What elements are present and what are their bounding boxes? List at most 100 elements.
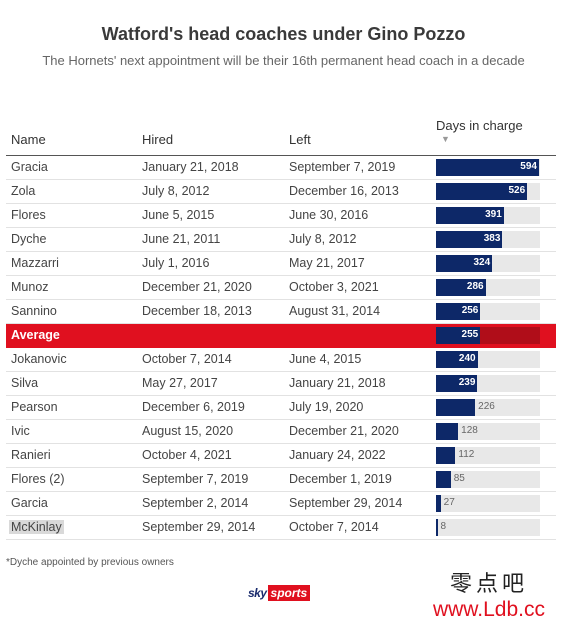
cell-left: December 16, 2013 bbox=[289, 184, 399, 198]
cell-left: December 21, 2020 bbox=[289, 424, 399, 438]
table-row: Ivic August 15, 2020 December 21, 2020 128 bbox=[6, 420, 556, 444]
cell-left: May 21, 2017 bbox=[289, 256, 365, 270]
cell-name: Munoz bbox=[11, 280, 49, 294]
bar-track: 383 bbox=[436, 231, 540, 248]
cell-left: July 8, 2012 bbox=[289, 232, 357, 246]
column-header-left: Left bbox=[289, 132, 311, 147]
bar-track: 112 bbox=[436, 447, 540, 464]
cell-hired: July 1, 2016 bbox=[142, 256, 210, 270]
cell-hired: June 21, 2011 bbox=[142, 232, 221, 246]
average-row: Average 255 bbox=[6, 324, 556, 348]
bar-track: 256 bbox=[436, 303, 540, 320]
cell-name: Sannino bbox=[11, 304, 57, 318]
cell-left: August 31, 2014 bbox=[289, 304, 381, 318]
bar-value-label: 239 bbox=[458, 377, 476, 388]
cell-name: Flores bbox=[11, 208, 46, 222]
cell-name: Gracia bbox=[11, 160, 48, 174]
bar-track: 226 bbox=[436, 399, 540, 416]
logo-sky: sky bbox=[248, 586, 267, 600]
cell-name: Average bbox=[11, 328, 60, 342]
table-row: Mazzarri July 1, 2016 May 21, 2017 324 bbox=[6, 252, 556, 276]
table-row: Munoz December 21, 2020 October 3, 2021 286 bbox=[6, 276, 556, 300]
bar-value-label: 8 bbox=[440, 521, 447, 532]
column-header-days[interactable]: Days in charge bbox=[436, 118, 523, 133]
column-header-hired: Hired bbox=[142, 132, 174, 147]
bar-track: 128 bbox=[436, 423, 540, 440]
cell-hired: October 7, 2014 bbox=[142, 352, 232, 366]
cell-name: Zola bbox=[11, 184, 36, 198]
cell-name: Garcia bbox=[11, 496, 48, 510]
cell-left: October 7, 2014 bbox=[289, 520, 379, 534]
cell-left: July 19, 2020 bbox=[289, 400, 364, 414]
bar-value-label: 324 bbox=[473, 257, 491, 268]
table-row: Sannino December 18, 2013 August 31, 2014 2… bbox=[6, 300, 556, 324]
bar-value-label: 112 bbox=[458, 449, 475, 460]
watermark-chinese: 零点吧 bbox=[449, 572, 528, 597]
table-row: Garcia September 2, 2014 September 29, 201… bbox=[6, 492, 556, 516]
cell-left: January 24, 2022 bbox=[289, 448, 386, 462]
bar bbox=[436, 303, 481, 320]
cell-hired: September 7, 2019 bbox=[142, 472, 249, 486]
cell-name: McKinlay bbox=[9, 520, 64, 534]
chart-title: Watford's head coaches under Gino Pozzo bbox=[101, 24, 466, 44]
bar bbox=[436, 447, 456, 464]
cell-left: January 21, 2018 bbox=[289, 376, 386, 390]
logo-sports: sports bbox=[267, 585, 311, 601]
bar bbox=[436, 327, 481, 344]
sort-arrow-icon[interactable]: ▼ bbox=[441, 134, 450, 144]
cell-hired: December 18, 2013 bbox=[142, 304, 252, 318]
bar-track: 594 bbox=[436, 159, 540, 176]
bar-value-label: 128 bbox=[461, 425, 478, 436]
cell-hired: July 8, 2012 bbox=[142, 184, 210, 198]
bar bbox=[436, 159, 539, 176]
watermark: 零点吧 www.Ldb.cc bbox=[433, 566, 545, 617]
bar bbox=[436, 207, 504, 224]
bar bbox=[436, 351, 478, 368]
bar-track: 85 bbox=[436, 471, 540, 488]
bar-track: 239 bbox=[436, 375, 540, 392]
cell-hired: September 29, 2014 bbox=[142, 520, 256, 534]
cell-name: Ivic bbox=[11, 424, 30, 438]
cell-left: June 30, 2016 bbox=[289, 208, 369, 222]
bar bbox=[436, 183, 528, 200]
bar bbox=[436, 279, 486, 296]
table-row: Pearson December 6, 2019 July 19, 2020 226 bbox=[6, 396, 556, 420]
bar-track: 324 bbox=[436, 255, 540, 272]
cell-left: September 29, 2014 bbox=[289, 496, 403, 510]
bar bbox=[436, 255, 493, 272]
bar-track: 391 bbox=[436, 207, 540, 224]
column-header-name: Name bbox=[11, 132, 46, 147]
footnote: *Dyche appointed by previous owners bbox=[6, 557, 174, 568]
bar-value-label: 255 bbox=[461, 329, 479, 340]
chart-subtitle: The Hornets' next appointment will be th… bbox=[42, 53, 525, 68]
bar bbox=[436, 495, 441, 512]
bar bbox=[436, 471, 451, 488]
cell-left: December 1, 2019 bbox=[289, 472, 392, 486]
cell-hired: January 21, 2018 bbox=[142, 160, 239, 174]
cell-name: Jokanovic bbox=[11, 352, 67, 366]
bar-value-label: 240 bbox=[458, 353, 476, 364]
bar-value-label: 391 bbox=[485, 209, 502, 220]
table-row: Gracia January 21, 2018 September 7, 2019 5… bbox=[6, 156, 556, 180]
table-row: Jokanovic October 7, 2014 June 4, 2015 240 bbox=[6, 348, 556, 372]
cell-left: June 4, 2015 bbox=[289, 352, 362, 366]
cell-hired: December 21, 2020 bbox=[142, 280, 252, 294]
cell-left: September 7, 2019 bbox=[289, 160, 396, 174]
table-row: Flores (2) September 7, 2019 December 1, 2… bbox=[6, 468, 556, 492]
bar-track: 286 bbox=[436, 279, 540, 296]
cell-hired: September 2, 2014 bbox=[142, 496, 249, 510]
bar-track: 240 bbox=[436, 351, 540, 368]
bar bbox=[436, 519, 438, 536]
cell-name: Flores (2) bbox=[11, 472, 65, 486]
table-row: Dyche June 21, 2011 July 8, 2012 383 bbox=[6, 228, 556, 252]
cell-hired: June 5, 2015 bbox=[142, 208, 215, 222]
table-row: Silva May 27, 2017 January 21, 2018 239 bbox=[6, 372, 556, 396]
cell-hired: December 6, 2019 bbox=[142, 400, 245, 414]
table-row: Ranieri October 4, 2021 January 24, 2022 11… bbox=[6, 444, 556, 468]
cell-hired: August 15, 2020 bbox=[142, 424, 234, 438]
bar-value-label: 256 bbox=[461, 305, 479, 316]
cell-name: Pearson bbox=[11, 400, 58, 414]
watermark-url: www.Ldb.cc bbox=[432, 598, 545, 617]
bar bbox=[436, 399, 476, 416]
bar bbox=[436, 231, 503, 248]
